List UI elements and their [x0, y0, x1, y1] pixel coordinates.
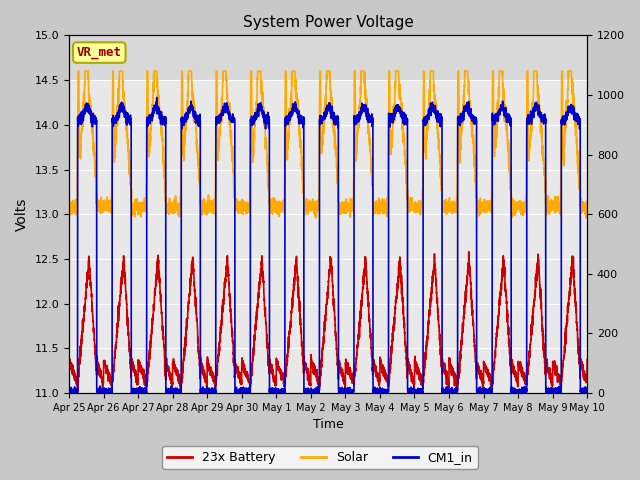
Solar — [444, 209, 452, 215]
CM1_in — [583, 389, 591, 395]
Solar — [415, 206, 423, 212]
Solar — [74, 68, 82, 74]
23x Battery — [65, 362, 73, 368]
Text: VR_met: VR_met — [77, 46, 122, 59]
Bar — [69, 36, 587, 80]
Solar — [582, 215, 590, 221]
23x Battery — [158, 322, 166, 328]
23x Battery — [583, 357, 591, 362]
Legend: 23x Battery, Solar, CM1_in: 23x Battery, Solar, CM1_in — [163, 446, 477, 469]
Line: 23x Battery: 23x Battery — [69, 252, 587, 391]
23x Battery — [444, 376, 452, 382]
Solar — [474, 198, 481, 204]
CM1_in — [444, 389, 452, 395]
CM1_in — [474, 390, 481, 396]
23x Battery — [415, 369, 423, 375]
CM1_in — [158, 116, 166, 121]
CM1_in — [415, 388, 423, 394]
23x Battery — [465, 249, 472, 255]
23x Battery — [308, 359, 316, 365]
Solar — [308, 203, 316, 208]
Solar — [65, 204, 73, 209]
23x Battery — [474, 364, 481, 370]
23x Battery — [74, 388, 82, 394]
Line: Solar: Solar — [69, 71, 587, 218]
Line: CM1_in: CM1_in — [69, 97, 587, 393]
CM1_in — [153, 95, 161, 100]
X-axis label: Time: Time — [313, 419, 344, 432]
23x Battery — [583, 374, 591, 380]
CM1_in — [308, 388, 316, 394]
CM1_in — [65, 390, 73, 396]
CM1_in — [582, 387, 590, 393]
Solar — [158, 138, 166, 144]
Solar — [583, 200, 591, 206]
Title: System Power Voltage: System Power Voltage — [243, 15, 413, 30]
Y-axis label: Volts: Volts — [15, 198, 29, 231]
Solar — [583, 209, 591, 215]
